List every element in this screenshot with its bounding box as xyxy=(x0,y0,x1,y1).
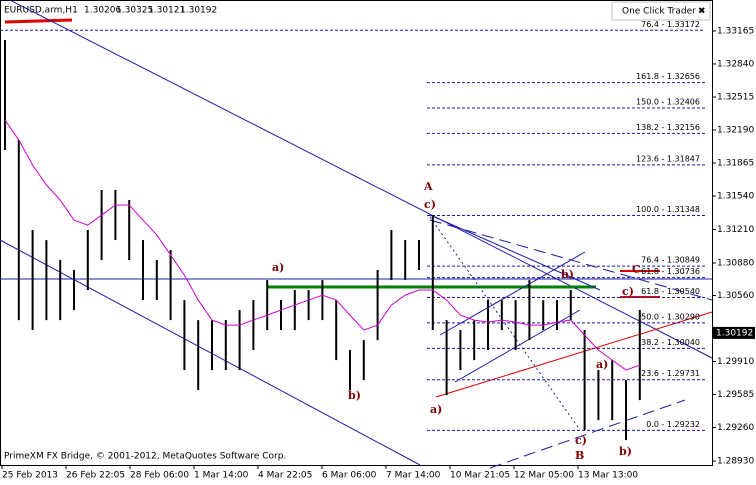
wave-label: a) xyxy=(596,358,608,371)
wave-label: b) xyxy=(619,445,632,458)
fib-label: 38.2 - 1.30040 xyxy=(641,338,700,347)
trend-line xyxy=(4,18,73,24)
fib-label: 0.0 - 1.29232 xyxy=(646,420,700,429)
fib-label: 61.8 - 1.30736 xyxy=(641,267,700,276)
x-tick-label: 25 Feb 2013 xyxy=(2,471,58,481)
channel-line xyxy=(439,251,586,336)
panel-title: One Click Trader xyxy=(622,7,696,17)
fib-label: 150.0 - 1.32406 xyxy=(636,98,700,107)
wave-label: a) xyxy=(430,403,442,416)
dashed-line xyxy=(489,399,686,469)
footer: PrimeXM FX Bridge, © 2001-2012, MetaQuot… xyxy=(4,452,286,462)
fib-label: 50.0 - 1.30290 xyxy=(641,312,700,321)
fib-label: 100.0 - 1.31348 xyxy=(636,205,700,214)
wave-label: c) xyxy=(424,198,436,211)
y-tick-label: 1.29910 xyxy=(717,357,754,367)
x-tick-label: 1 Mar 14:00 xyxy=(194,471,249,481)
y-tick-label: 1.28930 xyxy=(717,457,754,467)
fib-label: 76.4 - 1.30849 xyxy=(641,256,700,265)
trend-line xyxy=(435,311,713,398)
x-tick-label: 7 Mar 14:00 xyxy=(386,471,441,481)
y-tick-label: 1.33165 xyxy=(717,26,754,36)
y-tick-label: 1.29260 xyxy=(717,423,754,433)
fib-label: 123.6 - 1.31847 xyxy=(636,154,700,163)
wave-label: b) xyxy=(561,268,574,281)
fib-label: 76.4 - 1.33172 xyxy=(641,20,700,29)
wave-label: c) xyxy=(575,434,587,447)
plot-frame xyxy=(0,0,713,466)
y-tick-label: 1.30880 xyxy=(717,259,754,269)
x-tick-label: 13 Mar 13:00 xyxy=(578,471,638,481)
y-tick-label: 1.29585 xyxy=(717,390,754,400)
x-tick-label: 12 Mar 05:00 xyxy=(514,471,574,481)
moving-average xyxy=(4,119,640,371)
x-tick-label: 4 Mar 22:05 xyxy=(258,471,312,481)
price-marks xyxy=(4,40,641,441)
dotted-line xyxy=(429,216,581,431)
wave-label: c) xyxy=(622,285,634,298)
x-tick-label: 6 Mar 06:00 xyxy=(322,471,377,481)
y-tick-label: 1.30560 xyxy=(717,291,754,301)
channel-line xyxy=(0,239,421,466)
y-tick-label: 1.31540 xyxy=(717,191,754,201)
ohlc-low: 1.30121 xyxy=(148,6,185,16)
wave-label: a) xyxy=(272,261,284,274)
fib-label: 138.2 - 1.32156 xyxy=(636,123,700,132)
wave-label: b) xyxy=(348,389,361,402)
fib-label: 23.6 - 1.29731 xyxy=(641,369,700,378)
x-tick-label: 28 Feb 06:00 xyxy=(130,471,189,481)
panel-close[interactable]: ✖ xyxy=(698,7,706,17)
one-click-panel[interactable] xyxy=(611,1,711,21)
wave-label: B xyxy=(575,449,584,462)
ohlc-high: 1.30325 xyxy=(116,6,153,16)
fib-label: 161.8 - 1.32656 xyxy=(636,72,700,81)
x-tick-label: 10 Mar 21:05 xyxy=(450,471,510,481)
y-tick-label: 1.32840 xyxy=(717,59,754,69)
wave-label: A xyxy=(423,180,433,193)
symbol: EURUSD,arm,H1 xyxy=(4,6,78,16)
wave-label: C xyxy=(632,263,641,276)
y-tick-label: 1.32515 xyxy=(717,92,754,102)
ohlc-close: 1.30192 xyxy=(180,6,217,16)
ohlc-open: 1.30206 xyxy=(84,6,121,16)
y-tick-label: 1.31210 xyxy=(717,225,754,235)
current-price-box xyxy=(713,326,755,339)
current-price-label: 1.30192 xyxy=(716,328,753,338)
y-tick-label: 1.31865 xyxy=(717,158,754,168)
trend-line xyxy=(429,214,601,291)
y-tick-label: 1.32190 xyxy=(717,125,754,135)
x-tick-label: 26 Feb 22:05 xyxy=(66,471,125,481)
fib-label: 61.8 - 1.30540 xyxy=(641,287,700,296)
